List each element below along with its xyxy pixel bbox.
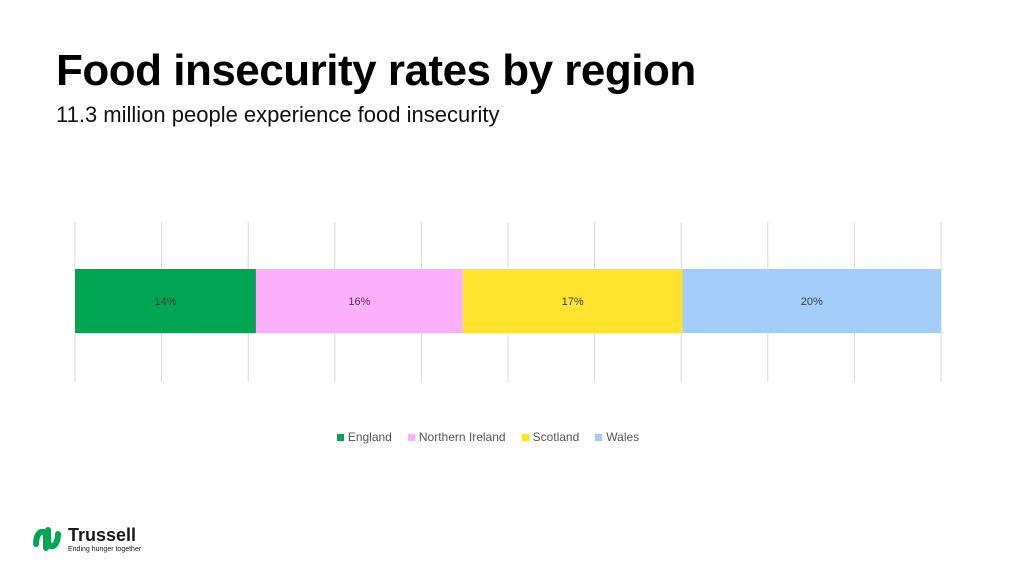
trussell-logo-icon [33, 527, 61, 551]
legend-item: Northern Ireland [407, 430, 506, 444]
chart-legend: England Northern Ireland Scotland Wales [0, 430, 976, 444]
legend-label: Northern Ireland [418, 430, 506, 444]
legend-label: England [347, 430, 392, 444]
logo-tagline: Ending hunger together [68, 545, 142, 553]
legend-swatch [336, 433, 344, 441]
page-subtitle: 11.3 million people experience food inse… [56, 102, 500, 127]
legend-swatch [407, 433, 415, 441]
legend-swatch [595, 433, 603, 441]
legend-swatch [521, 433, 529, 441]
bar-segment-england [75, 269, 256, 333]
bar-segment-northern-ireland [255, 269, 463, 333]
trussell-logo: Trussell Ending hunger together [32, 524, 141, 554]
legend-item: England [336, 430, 392, 444]
bar-segment-scotland [462, 269, 683, 333]
data-label: 14% [154, 296, 176, 308]
data-label: 17% [562, 296, 584, 308]
legend-item: Wales [595, 430, 639, 444]
logo-name: Trussell [68, 524, 137, 545]
legend-item: Scotland [521, 430, 580, 444]
data-label: 16% [348, 296, 370, 308]
legend-label: Wales [606, 430, 640, 444]
data-label: 20% [801, 296, 823, 308]
page-title: Food insecurity rates by region [56, 46, 696, 95]
bar-segment-wales [682, 269, 941, 333]
legend-label: Scotland [532, 430, 580, 444]
